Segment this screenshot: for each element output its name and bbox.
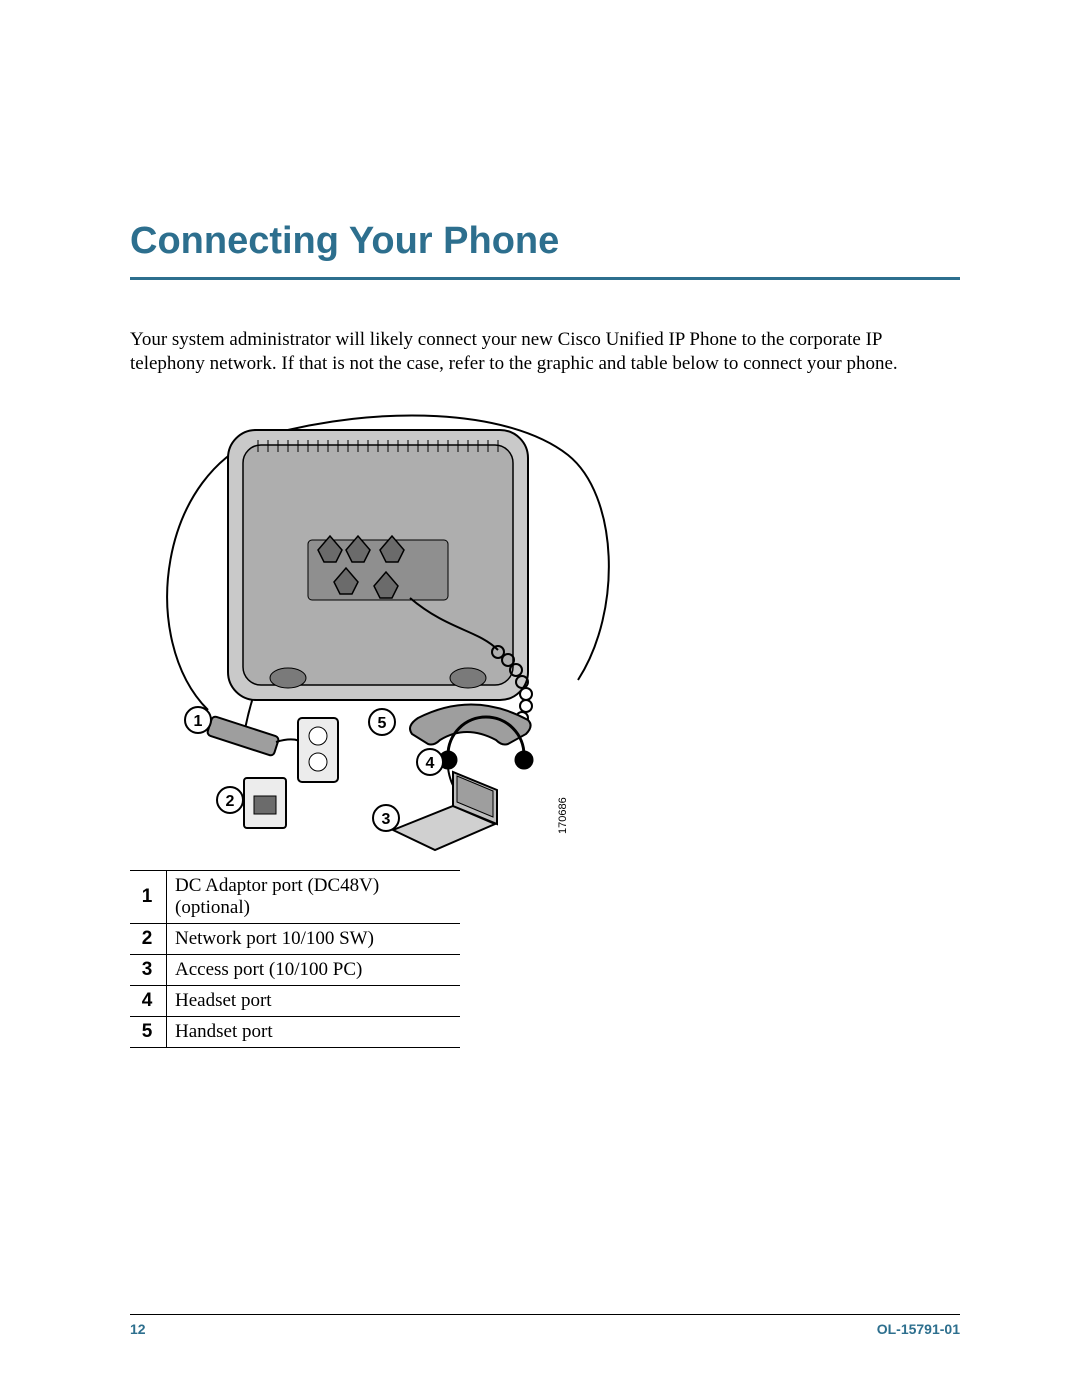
intro-paragraph: Your system administrator will likely co… [130,328,960,376]
port-label: Headset port [167,985,461,1016]
phone-body [228,430,528,700]
port-label: Handset port [167,1016,461,1047]
table-row: 3 Access port (10/100 PC) [130,954,460,985]
port-num: 1 [130,870,167,923]
figure-id: 170686 [557,797,569,834]
ports-table: 1 DC Adaptor port (DC48V) (optional) 2 N… [130,870,460,1048]
callout-2: 2 [217,787,243,813]
svg-text:5: 5 [378,715,387,732]
callout-4: 4 [417,749,443,775]
document-page: Connecting Your Phone Your system admini… [0,0,1080,1397]
phone-diagram-svg: 1 2 3 4 5 1706 [148,400,648,860]
port-num: 2 [130,923,167,954]
svg-text:2: 2 [226,793,235,810]
table-row: 5 Handset port [130,1016,460,1047]
section-heading: Connecting Your Phone [130,220,960,263]
page-number: 12 [130,1321,146,1337]
callout-5: 5 [369,709,395,735]
port-label: Network port 10/100 SW) [167,923,461,954]
table-row: 2 Network port 10/100 SW) [130,923,460,954]
svg-text:4: 4 [426,755,435,772]
svg-text:3: 3 [382,811,391,828]
handset-icon [410,704,531,744]
connection-figure: 1 2 3 4 5 1706 [148,400,648,860]
wall-outlet-icon [298,718,338,782]
heading-rule [130,277,960,280]
doc-number: OL-15791-01 [877,1321,960,1337]
callout-3: 3 [373,805,399,831]
callout-1: 1 [185,707,211,733]
table-row: 1 DC Adaptor port (DC48V) (optional) [130,870,460,923]
ports-tbody: 1 DC Adaptor port (DC48V) (optional) 2 N… [130,870,460,1047]
laptop-icon [393,772,497,850]
port-num: 3 [130,954,167,985]
table-row: 4 Headset port [130,985,460,1016]
page-footer: 12 OL-15791-01 [130,1314,960,1337]
port-num: 4 [130,985,167,1016]
port-label: Access port (10/100 PC) [167,954,461,985]
port-num: 5 [130,1016,167,1047]
port-label: DC Adaptor port (DC48V) (optional) [167,870,461,923]
svg-text:1: 1 [194,713,203,730]
wall-jack-icon [244,778,286,828]
